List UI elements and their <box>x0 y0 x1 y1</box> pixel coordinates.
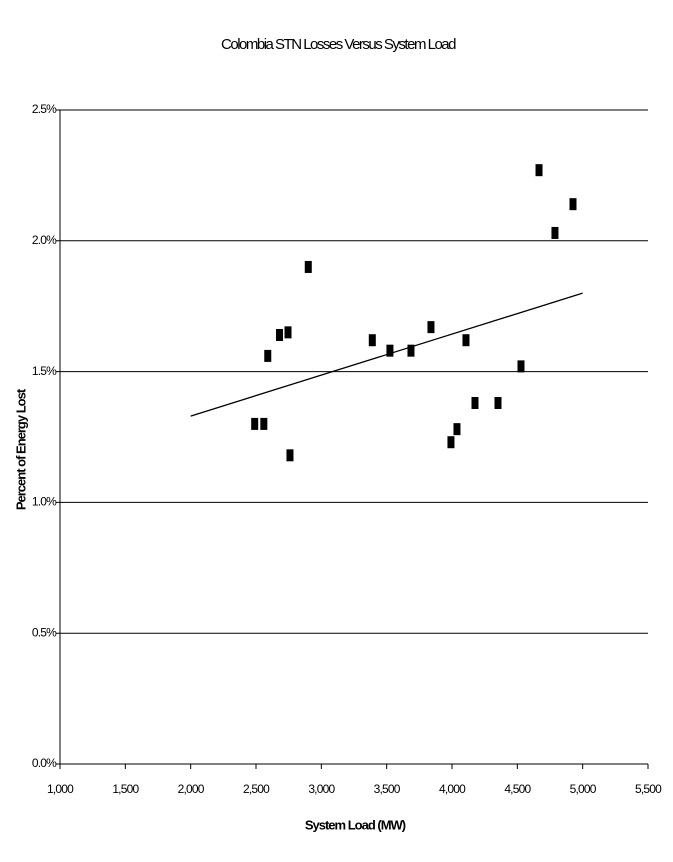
point <box>264 349 272 362</box>
x-tick-label: 1,500 <box>112 782 139 796</box>
point <box>517 360 525 373</box>
point <box>286 449 294 462</box>
y-tick-label: 1.0% <box>32 495 57 509</box>
x-tick-label: 5,500 <box>635 782 662 796</box>
point <box>447 436 455 449</box>
point <box>535 164 543 177</box>
point <box>569 198 577 211</box>
point <box>407 344 415 357</box>
point <box>494 396 502 409</box>
point <box>462 334 470 347</box>
point <box>251 417 259 430</box>
y-tick-label: 0.5% <box>32 625 57 639</box>
x-tick-label: 2,500 <box>243 782 270 796</box>
point <box>276 328 284 341</box>
trend-line <box>190 292 583 417</box>
point <box>386 344 394 357</box>
x-axis-title: System Load (MW) <box>305 817 406 832</box>
point <box>304 260 312 273</box>
y-tick-label: 1.5% <box>32 364 57 378</box>
x-tick-label: 1,000 <box>47 782 74 796</box>
y-tick-label: 2.5% <box>32 102 57 116</box>
point <box>471 396 479 409</box>
point <box>427 321 435 334</box>
x-tick-label: 2,000 <box>178 782 205 796</box>
chart-title: Colombia STN Losses Versus System Load <box>221 36 456 53</box>
point <box>260 417 268 430</box>
x-tick-label: 4,500 <box>504 782 531 796</box>
point <box>453 423 461 436</box>
point <box>284 326 292 339</box>
x-tick-label: 3,500 <box>374 782 401 796</box>
x-tick-label: 3,000 <box>308 782 335 796</box>
point <box>551 226 559 239</box>
y-tick-label: 2.0% <box>32 233 57 247</box>
x-tick-label: 4,000 <box>439 782 466 796</box>
x-tick-label: 5,000 <box>570 782 597 796</box>
y-tick-label: 0.0% <box>32 756 57 770</box>
y-axis-title: Percent of Energy Lost <box>13 388 28 510</box>
point <box>368 334 376 347</box>
